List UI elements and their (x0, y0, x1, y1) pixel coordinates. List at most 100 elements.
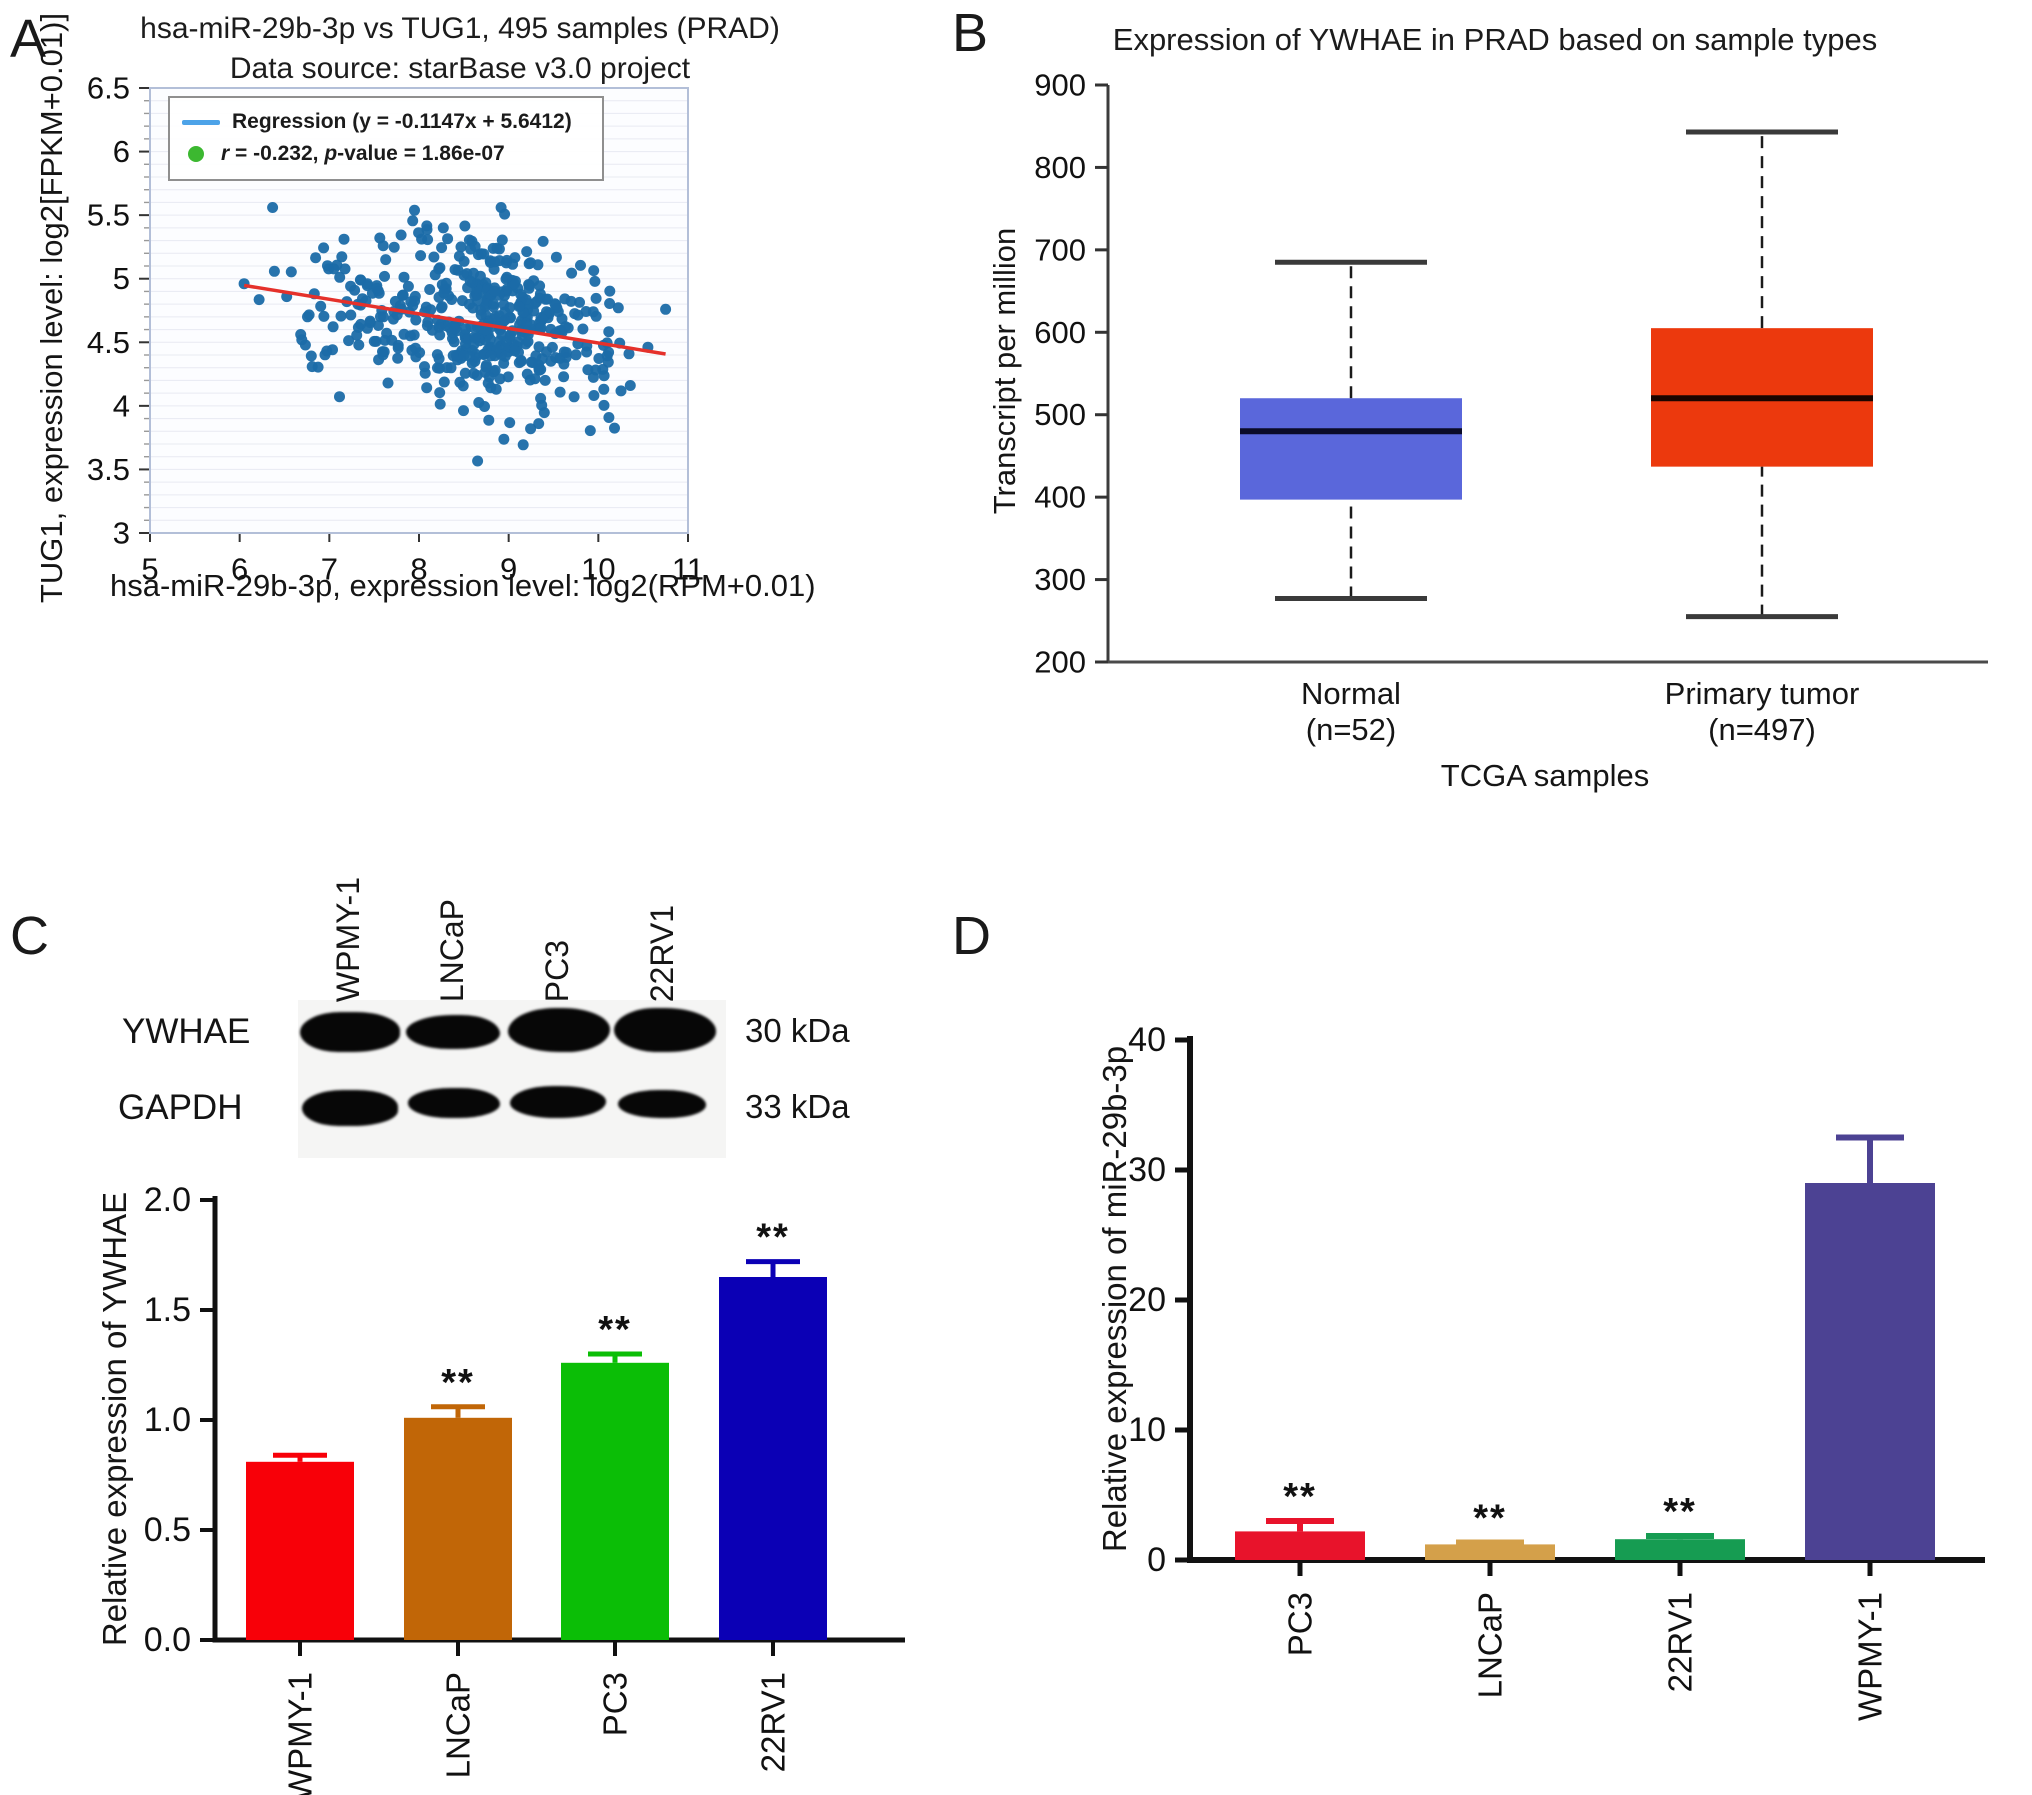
category-label-LNCaP: LNCaP (1472, 1592, 1509, 1698)
svg-text:0.0: 0.0 (144, 1621, 191, 1659)
panel-a-title-line1: hsa-miR-29b-3p vs TUG1, 495 samples (PRA… (140, 12, 780, 45)
stat-end: -value = 1.86e-07 (337, 142, 505, 165)
panel-c-y-axis-title: Relative expression of YWHAE (96, 1191, 133, 1647)
box-tumor-count: (n=497) (1708, 712, 1816, 747)
svg-text:3: 3 (113, 516, 130, 551)
svg-text:11: 11 (672, 552, 704, 587)
blot-row-label-gapdh: GAPDH (118, 1088, 243, 1127)
box-group-tumor (1651, 129, 1873, 620)
gapdh-band-22rv1 (618, 1090, 706, 1118)
gapdh-band-pc3 (510, 1086, 606, 1118)
blot-lane-label-lncap: LNCaP (433, 898, 470, 1002)
box-plot (1095, 83, 1988, 664)
svg-text:3.5: 3.5 (87, 452, 130, 487)
category-label-22RV1: 22RV1 (755, 1672, 792, 1772)
ywhae-band-22rv1 (614, 1008, 716, 1052)
svg-text:5.5: 5.5 (87, 198, 130, 233)
category-label-WPMY-1: WPMY-1 (1852, 1592, 1889, 1721)
panel-a-legend: Regression (y = -0.1147x + 5.6412) r = -… (168, 96, 604, 181)
bars-D: ** PC3 ** LNCaP ** 22RV1 WPMY-1 (1235, 1134, 1935, 1721)
panel-a-letter: A (10, 9, 47, 69)
svg-text:5: 5 (113, 261, 130, 296)
panel-b-y-axis-title: Transcript per million (987, 227, 1022, 515)
svg-text:700: 700 (1034, 232, 1086, 267)
svg-text:300: 300 (1034, 562, 1086, 597)
svg-text:4.5: 4.5 (87, 325, 130, 360)
panel-b-x-axis-title: TCGA samples (1440, 758, 1650, 793)
category-label-LNCaP: LNCaP (440, 1672, 477, 1778)
svg-text:9: 9 (500, 552, 517, 587)
svg-text:6: 6 (113, 134, 130, 169)
category-label-PC3: PC3 (597, 1672, 634, 1736)
scatter-points (238, 202, 672, 467)
blot-lane-label-wpmy1: WPMY-1 (329, 876, 366, 1002)
svg-text:6: 6 (231, 552, 248, 587)
svg-text:0.5: 0.5 (144, 1511, 191, 1549)
svg-text:30: 30 (1128, 1151, 1166, 1189)
regression-line-swatch-icon (182, 119, 220, 125)
gapdh-band-lncap (408, 1088, 500, 1118)
significance-stars: ** (441, 1362, 475, 1404)
svg-text:800: 800 (1034, 150, 1086, 185)
svg-text:10: 10 (1128, 1411, 1166, 1449)
svg-text:5: 5 (141, 552, 158, 587)
bar-tick-labels-C: 0.0 0.5 1.0 1.5 2.0 (144, 1181, 191, 1659)
svg-text:500: 500 (1034, 397, 1086, 432)
gapdh-band-wpmy1 (302, 1090, 398, 1126)
significance-stars: ** (598, 1309, 632, 1351)
svg-text:6.5: 6.5 (87, 71, 130, 106)
significance-stars: ** (1663, 1491, 1697, 1533)
blot-lane-label-22rv1: 22RV1 (643, 904, 680, 1002)
ywhae-band-pc3 (508, 1008, 610, 1052)
svg-text:7: 7 (321, 552, 338, 587)
box-normal-label: Normal (1301, 676, 1401, 711)
stat-p: p (324, 142, 338, 165)
svg-text:4: 4 (113, 388, 130, 423)
box-normal-count: (n=52) (1305, 712, 1397, 747)
significance-stars: ** (1473, 1497, 1507, 1539)
svg-text:2.0: 2.0 (144, 1181, 191, 1219)
category-label-PC3: PC3 (1282, 1592, 1319, 1656)
stat-r: r (221, 142, 230, 165)
blot-row-label-ywhae: YWHAE (122, 1012, 251, 1051)
bar-tick-labels-D: 0 10 20 30 40 (1128, 1021, 1166, 1579)
svg-text:10: 10 (581, 552, 615, 587)
panel-a-title-line2: Data source: starBase v3.0 project (229, 52, 691, 85)
box-tumor-label: Primary tumor (1664, 676, 1860, 711)
blot-size-33kda: 33 kDa (745, 1088, 850, 1125)
blot-size-30kda: 30 kDa (745, 1012, 850, 1049)
bars-C: WPMY-1 ** LNCaP ** PC3 ** 22RV1 (246, 1217, 827, 1795)
panel-d-y-axis-title: Relative expression of miR-29b-3p (1096, 1045, 1133, 1553)
box-tick-labels: 900 800 700 600 500 400 300 200 (1034, 68, 1086, 680)
legend-stats-label: r = -0.232, p-value = 1.86e-07 (221, 142, 505, 166)
svg-text:200: 200 (1034, 645, 1086, 680)
box-group-normal (1240, 259, 1462, 602)
panel-a-y-axis-title: TUG1, expression level: log2[FPKM+0.01)] (34, 12, 69, 604)
panel-b-title: Expression of YWHAE in PRAD based on sam… (1112, 22, 1878, 57)
blot-lane-label-pc3: PC3 (538, 939, 575, 1002)
category-label-WPMY-1: WPMY-1 (282, 1672, 319, 1795)
significance-stars: ** (1283, 1476, 1317, 1518)
svg-text:900: 900 (1034, 68, 1086, 103)
regression-line (243, 283, 666, 356)
panel-b-letter: B (952, 3, 989, 63)
svg-text:400: 400 (1034, 480, 1086, 515)
svg-text:0: 0 (1147, 1541, 1166, 1579)
svg-text:20: 20 (1128, 1281, 1166, 1319)
scatter-tick-labels: 3 3.5 4 4.5 5 5.5 6 6.5 5 6 7 8 9 10 11 (87, 71, 704, 587)
panel-c-letter: C (10, 906, 49, 966)
svg-text:600: 600 (1034, 315, 1086, 350)
panel-a-x-axis-title: hsa-miR-29b-3p, expression level: log2(R… (110, 568, 816, 603)
significance-stars: ** (756, 1217, 790, 1259)
ywhae-band-lncap (406, 1015, 500, 1049)
svg-text:8: 8 (410, 552, 427, 587)
svg-text:1.5: 1.5 (144, 1291, 191, 1329)
legend-stats-row: r = -0.232, p-value = 1.86e-07 (182, 138, 592, 170)
sample-dot-swatch-icon (188, 146, 204, 162)
stat-mid: = -0.232, (229, 142, 325, 165)
svg-text:1.0: 1.0 (144, 1401, 191, 1439)
svg-text:40: 40 (1128, 1021, 1166, 1059)
legend-regression-label: Regression (y = -0.1147x + 5.6412) (232, 110, 572, 133)
ywhae-band-wpmy1 (300, 1012, 400, 1052)
